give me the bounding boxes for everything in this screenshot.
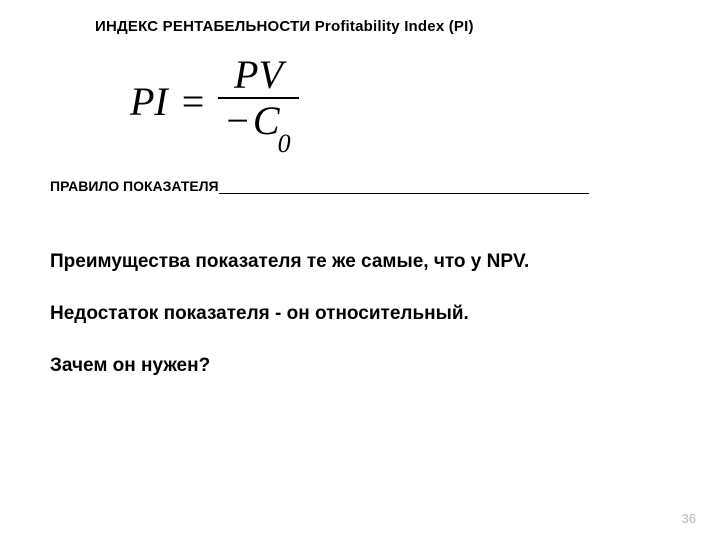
formula-lhs: PI xyxy=(130,78,168,125)
formula-block: PI = PV −C0 xyxy=(130,53,680,150)
formula-fraction: PV −C0 xyxy=(218,53,298,150)
formula-denominator: −C0 xyxy=(218,99,298,150)
page-number: 36 xyxy=(682,511,696,526)
formula-equals: = xyxy=(182,78,205,125)
body-text: Преимущества показателя те же самые, что… xyxy=(50,250,680,377)
denominator-subscript: 0 xyxy=(278,129,291,158)
denominator-minus: − xyxy=(226,98,249,143)
rule-underline xyxy=(219,180,589,194)
rule-label: ПРАВИЛО ПОКАЗАТЕЛЯ xyxy=(50,178,219,194)
slide: ИНДЕКС РЕНТАБЕЛЬНОСТИ Profitability Inde… xyxy=(0,0,720,540)
rule-line: ПРАВИЛО ПОКАЗАТЕЛЯ xyxy=(50,178,680,194)
advantages-paragraph: Преимущества показателя те же самые, что… xyxy=(50,250,680,274)
slide-title: ИНДЕКС РЕНТАБЕЛЬНОСТИ Profitability Inde… xyxy=(95,18,680,35)
disadvantage-paragraph: Недостаток показателя - он относительный… xyxy=(50,302,680,326)
profitability-index-formula: PI = PV −C0 xyxy=(130,53,680,150)
question-paragraph: Зачем он нужен? xyxy=(50,354,680,378)
denominator-base: C xyxy=(253,98,280,143)
formula-numerator: PV xyxy=(226,53,291,97)
